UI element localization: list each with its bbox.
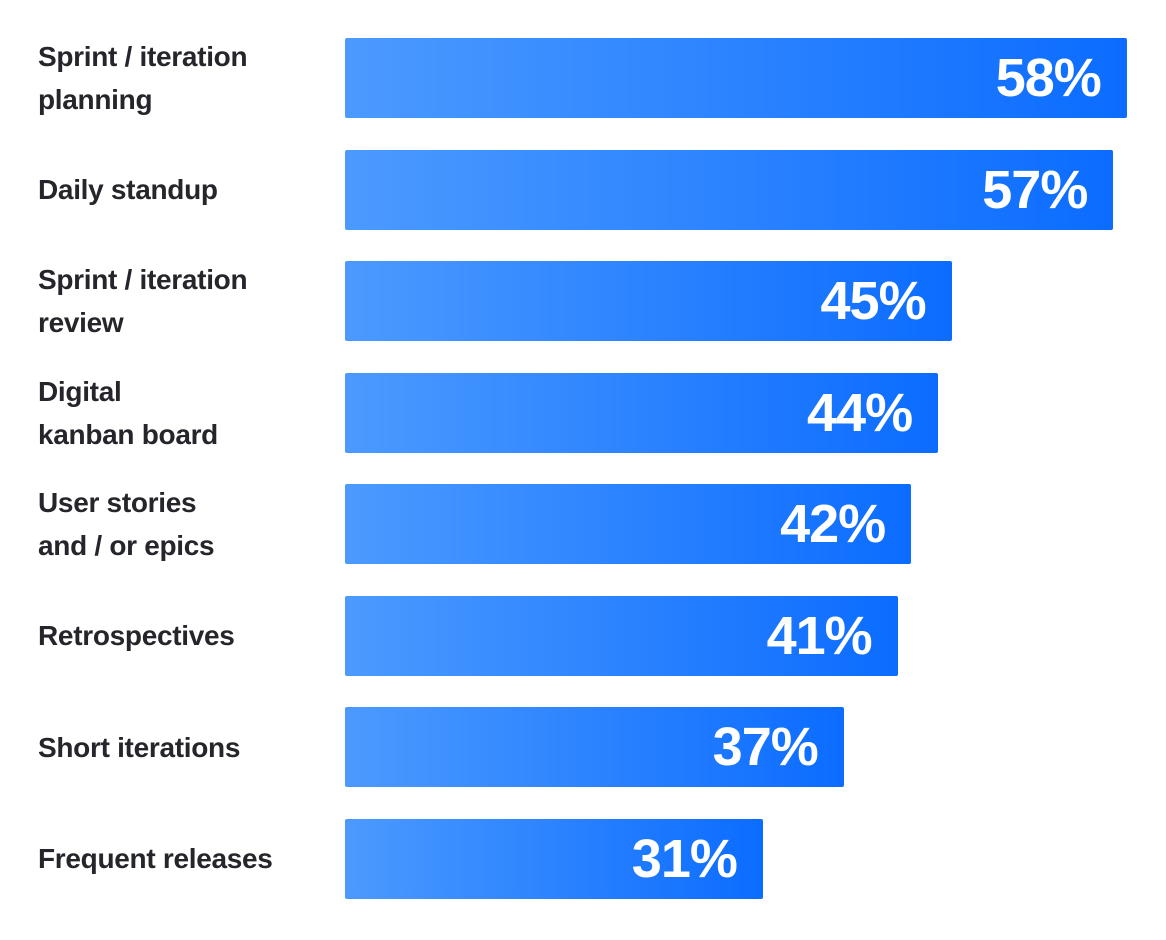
bar-row: Sprint / iteration review 45% <box>0 261 1166 341</box>
category-label-line: Sprint / iteration <box>38 41 248 72</box>
bar: 58% <box>345 38 1127 118</box>
bar: 37% <box>345 707 844 787</box>
value-label: 45% <box>820 271 927 331</box>
value-label: 57% <box>982 159 1088 220</box>
bar: 41% <box>345 595 898 676</box>
category-label-line: Daily standup <box>38 174 218 205</box>
category-label: Short iterations <box>0 726 345 769</box>
bar: 44% <box>345 372 939 453</box>
bar-row: Sprint / iteration planning 58% <box>0 38 1166 118</box>
category-label: Digital kanban board <box>0 370 345 456</box>
bar: 31% <box>345 818 763 899</box>
category-label: Sprint / iteration planning <box>0 35 345 121</box>
value-label: 58% <box>995 48 1102 108</box>
category-label-line: Retrospectives <box>38 620 235 651</box>
bar-row: Short iterations 37% <box>0 707 1166 787</box>
value-label: 31% <box>631 828 738 889</box>
category-label-line: User stories <box>38 487 197 518</box>
category-label: Retrospectives <box>0 614 345 657</box>
category-label-line: planning <box>38 84 153 115</box>
category-label: Frequent releases <box>0 837 345 880</box>
category-label-line: Short iterations <box>38 731 241 763</box>
category-label-line: Frequent releases <box>38 843 273 874</box>
category-label: User stories and / or epics <box>0 481 345 567</box>
bar: 42% <box>345 484 912 564</box>
category-label-line: review <box>38 307 124 338</box>
category-label-line: kanban board <box>38 418 218 450</box>
value-label: 41% <box>766 605 873 666</box>
bar-row: Daily standup 57% <box>0 149 1166 230</box>
value-label: 37% <box>712 717 819 777</box>
category-label-line: Digital <box>38 375 122 407</box>
value-label: 44% <box>807 382 913 443</box>
bar-row: Frequent releases 31% <box>0 818 1166 899</box>
bar-row: Retrospectives 41% <box>0 595 1166 676</box>
category-label: Daily standup <box>0 168 345 211</box>
bar: 45% <box>345 261 952 341</box>
bar-row: Digital kanban board 44% <box>0 370 1166 456</box>
bar-row: User stories and / or epics 42% <box>0 484 1166 564</box>
category-label: Sprint / iteration review <box>0 258 345 344</box>
category-label-line: Sprint / iteration <box>38 264 248 295</box>
value-label: 42% <box>780 494 886 554</box>
category-label-line: and / or epics <box>38 530 215 561</box>
bar: 57% <box>345 149 1114 230</box>
